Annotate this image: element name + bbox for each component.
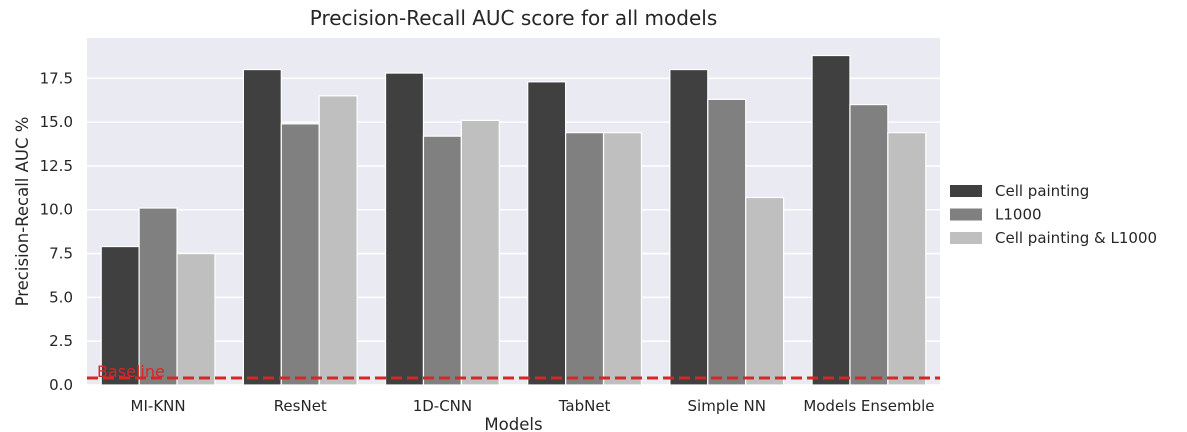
x-tick-label: 1D-CNN: [413, 397, 472, 415]
x-tick-label: Models Ensemble: [803, 397, 934, 415]
bar: [811, 54, 851, 386]
chart-title: Precision-Recall AUC score for all model…: [310, 6, 718, 30]
bar: [669, 68, 709, 386]
y-tick-label: 2.5: [49, 332, 73, 350]
bar: [318, 95, 358, 386]
y-tick-label: 5.0: [49, 288, 73, 306]
bar: [887, 132, 927, 386]
y-tick-label: 17.5: [40, 69, 73, 87]
bar: [460, 119, 500, 386]
x-tick-label: Simple NN: [688, 397, 766, 415]
legend-label: Cell painting & L1000: [995, 229, 1157, 247]
bar: [565, 132, 605, 386]
bar: [849, 103, 889, 386]
x-tick-label: ResNet: [274, 397, 327, 415]
y-tick-label: 15.0: [40, 113, 73, 131]
legend-swatch: [950, 208, 982, 221]
bar: [745, 196, 785, 386]
bar: [176, 252, 216, 386]
bar: [707, 98, 747, 386]
legend-label: L1000: [995, 206, 1042, 224]
x-tick-label: MI-KNN: [131, 397, 186, 415]
bar: [100, 245, 140, 386]
bar: [602, 132, 643, 386]
legend-swatch: [950, 232, 982, 244]
y-tick-labels: 0.0 2.5 5.0 7.5 10.0 12.5 15.0 17.5: [40, 69, 73, 394]
y-tick-label: 12.5: [40, 157, 73, 175]
plot-background: [87, 38, 940, 385]
bar: [280, 123, 320, 386]
bar: [242, 68, 282, 386]
y-tick-label: 10.0: [40, 201, 73, 219]
baseline-label: Baseline: [97, 362, 165, 381]
bar: [422, 135, 462, 386]
bars: [100, 54, 927, 386]
legend-label: Cell painting: [995, 182, 1089, 200]
x-axis-title: Models: [484, 415, 542, 432]
y-axis-title: Precision-Recall AUC %: [13, 117, 32, 307]
y-tick-label: 0.0: [49, 376, 73, 394]
legend-swatch: [950, 185, 982, 197]
x-tick-labels: MI-KNN ResNet 1D-CNN TabNet Simple NN Models …: [131, 397, 935, 415]
bar: [527, 81, 567, 386]
grid-lines: [87, 77, 940, 386]
legend: Cell painting L1000 Cell painting & L1000: [950, 182, 1157, 247]
bar: [138, 207, 178, 386]
bar: [384, 72, 425, 386]
x-tick-label: TabNet: [558, 397, 611, 415]
y-tick-label: 7.5: [49, 245, 73, 263]
